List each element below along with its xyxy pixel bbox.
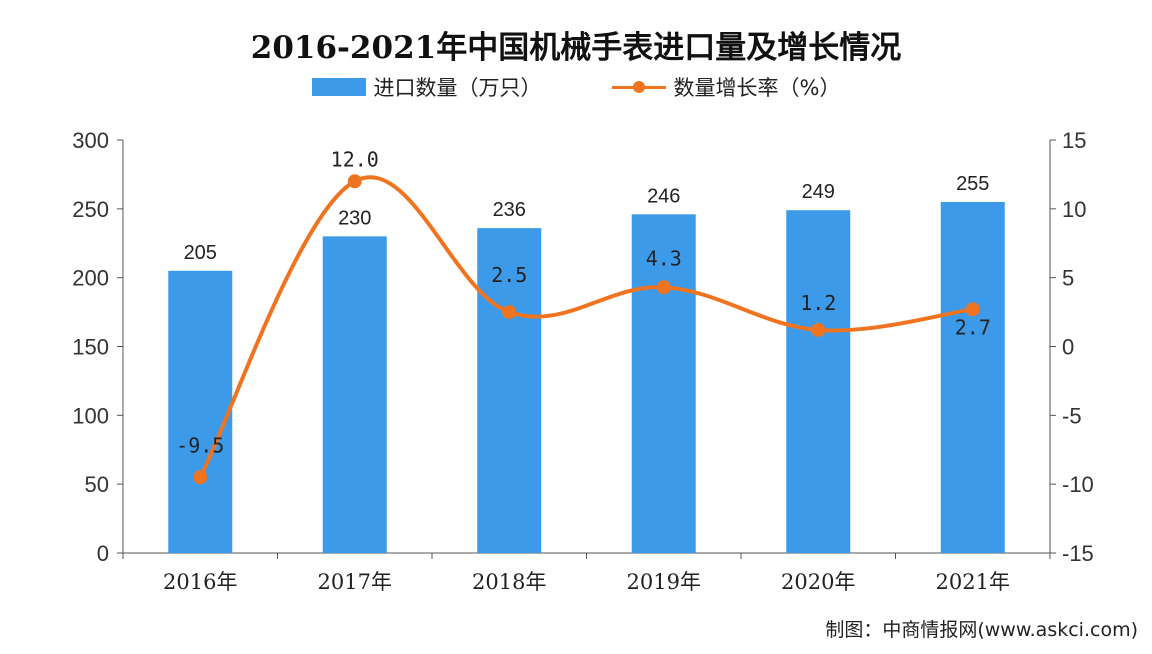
legend-label-import: 进口数量（万只） [373,76,542,100]
growth-point-2019年 [656,280,671,295]
x-tick-label: 2016年 [163,570,237,594]
right-tick-label: 10 [1062,197,1086,222]
growth-point-2018年 [502,305,517,320]
bar-data-label: 246 [647,185,680,207]
right-tick-label: -5 [1062,403,1082,428]
bar-data-label: 255 [956,173,989,195]
growth-point-2017年 [347,174,362,189]
bar-2021年 [940,201,1005,553]
left-tick-label: 300 [72,128,109,153]
right-tick-label: 15 [1062,128,1086,153]
legend-label-growth: 数量增长率（%） [673,76,841,100]
x-tick-label: 2020年 [781,570,855,594]
growth-point-2021年 [965,302,980,317]
line-data-label: 1.2 [800,291,836,315]
x-tick-label: 2019年 [627,570,701,594]
left-tick-label: 200 [72,266,109,291]
right-tick-label: 5 [1062,266,1074,291]
line-data-label: 2.7 [955,315,991,339]
bar-2019年 [631,214,696,553]
right-tick-label: -15 [1062,541,1094,566]
x-tick-label: 2018年 [472,570,546,594]
left-tick-label: 250 [72,197,109,222]
bar-2020年 [786,210,851,553]
legend-line-swatch [611,78,666,96]
growth-point-2016年 [193,470,208,485]
line-data-label: 12.0 [331,147,379,171]
legend: 进口数量（万只） 数量增长率（%） [0,72,1152,102]
line-data-label: -9.5 [176,433,224,457]
right-tick-label: 0 [1062,335,1074,360]
bar-data-label: 236 [493,199,526,221]
legend-item-growth: 数量增长率（%） [611,72,841,102]
right-tick-label: -10 [1062,472,1094,497]
growth-point-2020年 [811,322,826,337]
source-note: 制图：中商情报网(www.askci.com) [825,619,1138,641]
left-tick-label: 100 [72,403,109,428]
line-data-label: 2.5 [491,263,527,287]
chart-title: 2016-2021年中国机械手表进口量及增长情况 [250,30,902,66]
bar-data-label: 205 [184,242,217,264]
bar-2018年 [477,228,542,553]
bar-2016年 [168,270,233,553]
bar-data-label: 230 [338,207,371,229]
x-tick-label: 2021年 [936,570,1010,594]
legend-bar-swatch [311,78,366,96]
legend-item-import: 进口数量（万只） [311,72,542,102]
line-data-label: 4.3 [646,246,682,270]
left-tick-label: 0 [97,541,109,566]
bar-data-label: 249 [802,181,835,203]
bar-2017年 [322,236,387,553]
left-tick-label: 150 [72,335,109,360]
growth-rate-line [198,175,974,479]
left-tick-label: 50 [85,472,109,497]
x-tick-label: 2017年 [318,570,392,594]
